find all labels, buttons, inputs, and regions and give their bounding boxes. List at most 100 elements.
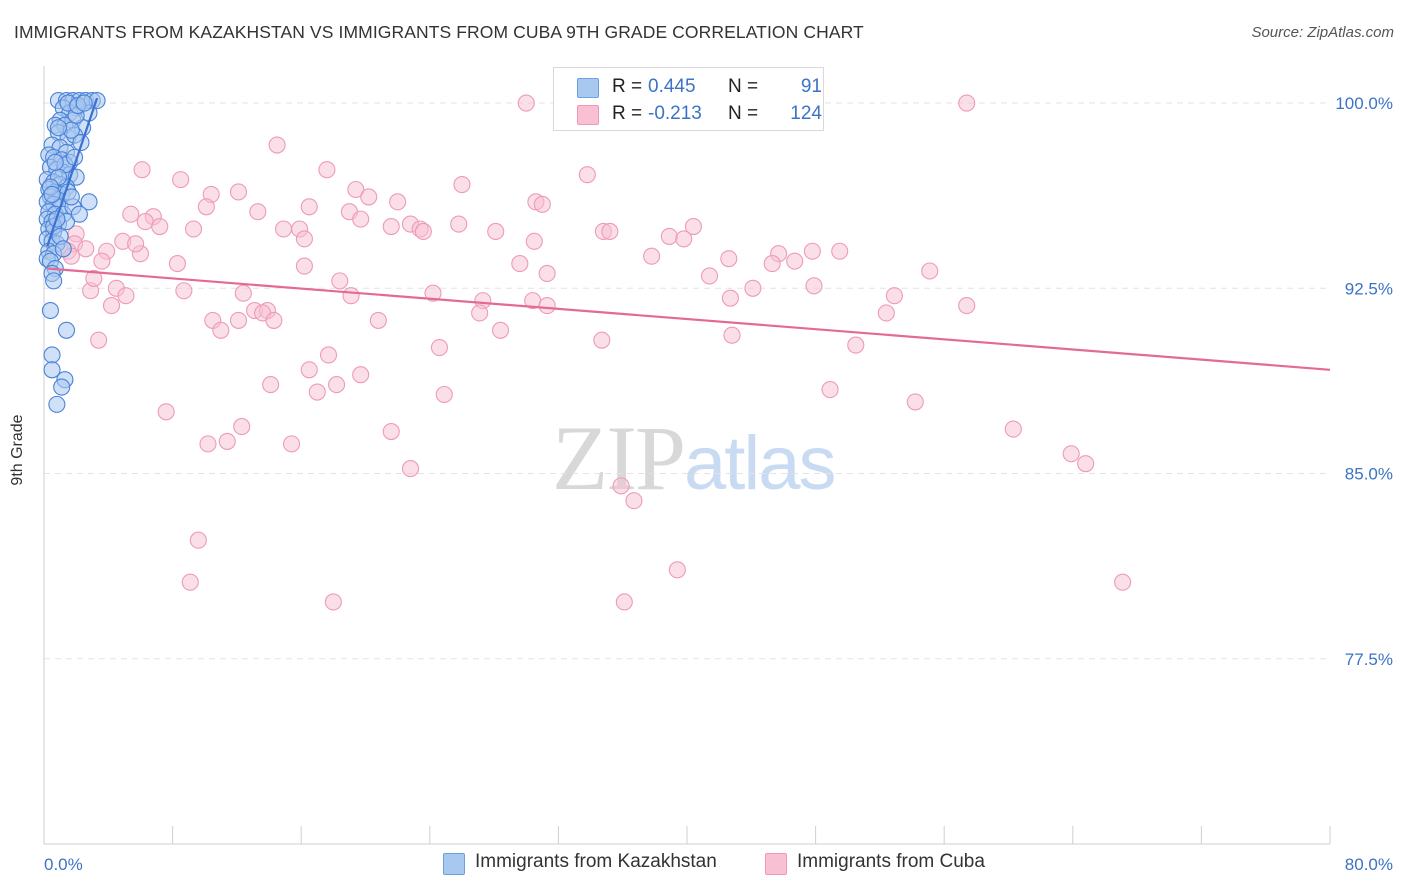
legend-row-cuba: R = -0.213 N = 124 <box>554 100 823 128</box>
legend-n-value: 124 <box>790 103 822 124</box>
legend-swatch-cuba <box>577 105 599 125</box>
point-cuba-4 <box>318 161 336 179</box>
point-cuba-67 <box>885 287 903 305</box>
point-cuba-30 <box>487 222 505 241</box>
point-cuba-57 <box>700 267 719 285</box>
legend-r-value: -0.213 <box>648 103 702 124</box>
point-cuba-65 <box>744 279 762 297</box>
point-kazakhstan-71 <box>48 395 66 413</box>
x-tick-label-1: 80.0% <box>1345 855 1393 874</box>
point-kazakhstan-67 <box>43 346 61 364</box>
point-cuba-115 <box>668 561 686 579</box>
point-cuba-112 <box>625 492 643 510</box>
point-cuba-99 <box>821 380 839 399</box>
point-kazakhstan-85 <box>75 94 93 112</box>
legend-r-label: R = <box>612 103 643 124</box>
point-kazakhstan-88 <box>46 153 64 171</box>
point-cuba-69 <box>342 287 360 305</box>
point-cuba-103 <box>382 422 400 441</box>
point-cuba-101 <box>157 403 175 421</box>
point-cuba-86 <box>491 321 510 339</box>
point-cuba-92 <box>319 346 338 364</box>
point-cuba-36 <box>295 230 313 248</box>
point-cuba-56 <box>538 264 556 283</box>
point-cuba-46 <box>643 247 661 265</box>
point-cuba-82 <box>265 311 283 329</box>
point-cuba-20 <box>136 213 154 231</box>
point-cuba-94 <box>352 366 370 384</box>
point-cuba-98 <box>435 385 453 404</box>
point-cuba-59 <box>331 272 349 290</box>
y-tick-label-0: 100.0% <box>1335 94 1393 113</box>
point-kazakhstan-65 <box>41 301 59 320</box>
point-cuba-16 <box>249 203 267 221</box>
point-cuba-26 <box>184 220 203 238</box>
point-cuba-89 <box>723 326 741 344</box>
point-kazakhstan-66 <box>57 321 76 339</box>
point-cuba-119 <box>533 195 551 213</box>
legend-row-kazakhstan: R = 0.445 N = 91 <box>554 73 823 101</box>
point-cuba-73 <box>721 289 739 307</box>
point-cuba-25 <box>151 217 169 236</box>
point-cuba-7 <box>453 176 471 194</box>
point-cuba-0 <box>517 94 535 112</box>
point-cuba-83 <box>369 311 387 329</box>
series-label-cuba: Immigrants from Cuba <box>797 851 985 872</box>
series-label-kazakhstan: Immigrants from Kazakhstan <box>475 851 717 872</box>
point-cuba-85 <box>877 304 895 322</box>
point-cuba-64 <box>424 284 442 302</box>
point-cuba-58 <box>921 262 939 280</box>
point-cuba-107 <box>1004 420 1022 438</box>
point-kazakhstan-70 <box>53 378 71 396</box>
trend-line-cuba <box>47 267 1331 371</box>
series-swatch-cuba <box>765 853 787 875</box>
point-cuba-72 <box>538 297 556 315</box>
chart-title: IMMIGRANTS FROM KAZAKHSTAN VS IMMIGRANTS… <box>14 22 864 42</box>
point-cuba-3 <box>133 161 151 179</box>
point-cuba-111 <box>612 477 630 495</box>
point-cuba-100 <box>906 393 924 411</box>
source-credit: Source: ZipAtlas.com <box>1251 24 1394 41</box>
point-cuba-54 <box>295 257 313 275</box>
point-cuba-117 <box>615 593 633 611</box>
axes <box>43 66 1331 845</box>
point-cuba-122 <box>85 269 103 287</box>
point-cuba-29 <box>414 222 432 241</box>
data-points <box>38 92 1132 611</box>
point-cuba-49 <box>831 242 849 260</box>
point-cuba-33 <box>684 217 702 236</box>
point-cuba-97 <box>308 383 326 401</box>
point-cuba-123 <box>763 255 781 273</box>
point-cuba-102 <box>233 418 251 436</box>
trend-lines <box>46 97 1331 371</box>
legend-swatch-kazakhstan <box>577 78 599 98</box>
point-cuba-66 <box>805 277 823 295</box>
point-cuba-55 <box>511 255 529 273</box>
point-cuba-11 <box>360 188 378 206</box>
point-cuba-116 <box>324 593 342 611</box>
legend-r-label: R = <box>612 76 643 97</box>
point-cuba-87 <box>90 331 108 349</box>
point-cuba-15 <box>300 198 318 216</box>
y-tick-label-2: 85.0% <box>1345 465 1393 484</box>
point-cuba-108 <box>1077 455 1095 473</box>
point-cuba-80 <box>229 311 248 329</box>
point-cuba-104 <box>199 435 217 453</box>
trend-line-kazakhstan <box>46 97 99 247</box>
correlation-legend: R = 0.445 N = 91 R = -0.213 N = 124 <box>553 67 824 131</box>
point-cuba-18 <box>122 205 140 223</box>
point-kazakhstan-68 <box>43 361 61 379</box>
point-cuba-35 <box>675 230 693 248</box>
point-cuba-1 <box>958 94 976 112</box>
point-cuba-21 <box>352 210 370 228</box>
point-cuba-84 <box>471 304 489 322</box>
point-cuba-32 <box>601 222 619 241</box>
y-tick-label-1: 92.5% <box>1345 279 1393 298</box>
point-cuba-109 <box>1062 445 1080 463</box>
point-cuba-120 <box>127 235 145 253</box>
point-cuba-5 <box>578 166 596 184</box>
point-cuba-110 <box>401 460 420 478</box>
point-cuba-14 <box>197 198 215 216</box>
point-cuba-10 <box>229 183 248 201</box>
